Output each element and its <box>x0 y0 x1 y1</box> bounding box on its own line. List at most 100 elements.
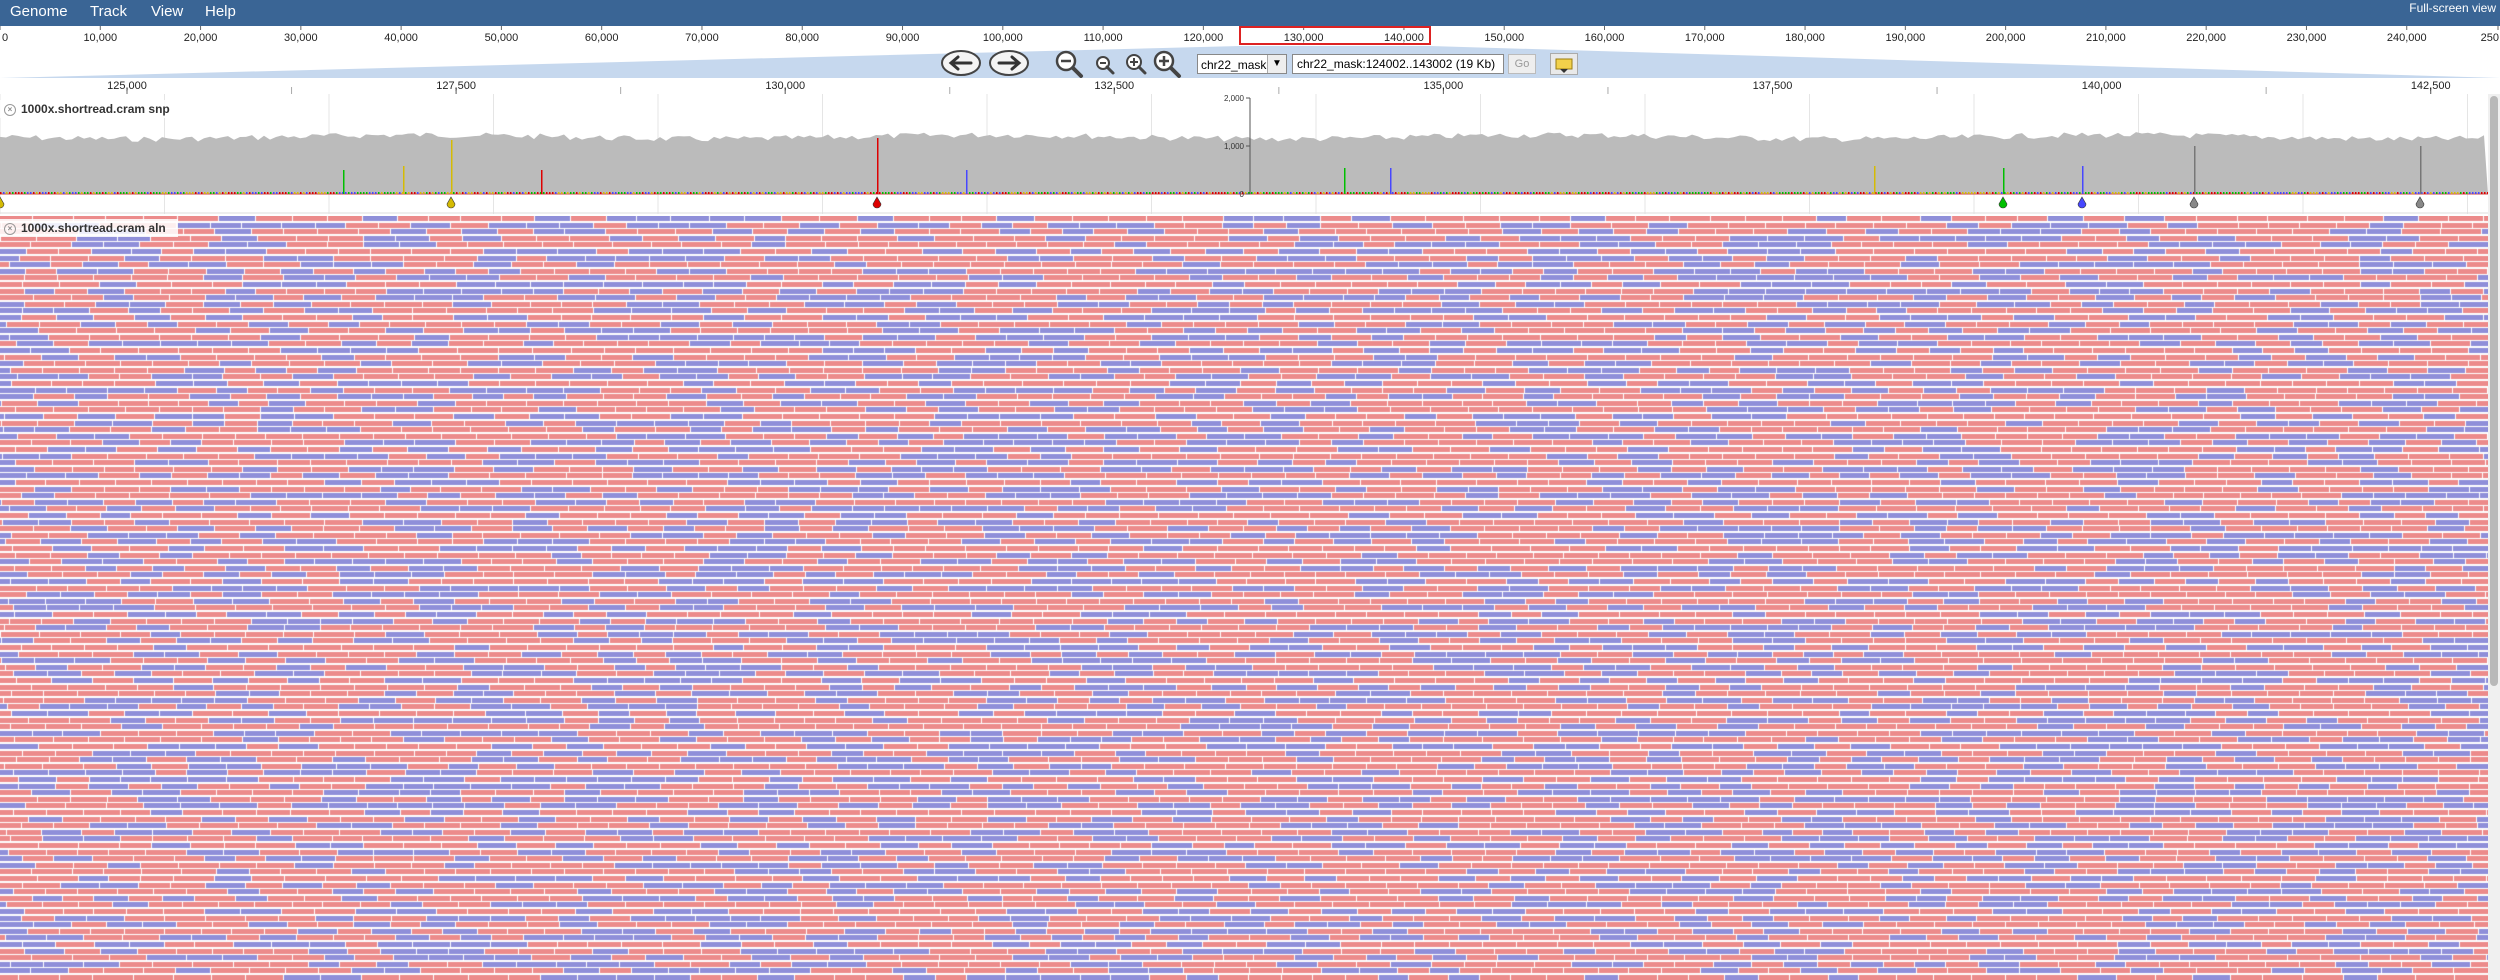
zoom-in-small-icon[interactable] <box>1124 52 1148 76</box>
aln-track-label[interactable]: × 1000x.shortread.cram aln <box>0 219 178 237</box>
pan-left-icon[interactable] <box>940 49 982 77</box>
baseline-mismatch <box>1152 192 1154 194</box>
zoom-in-large-icon[interactable] <box>1152 49 1182 79</box>
baseline-mismatch <box>2208 192 2210 194</box>
reference-sequence-select[interactable]: chr22_mask ▼ <box>1197 54 1287 74</box>
baseline-mismatch <box>2412 192 2414 194</box>
baseline-mismatch <box>2034 192 2036 194</box>
baseline-mismatch <box>744 192 746 194</box>
pan-right-icon[interactable] <box>988 49 1030 77</box>
baseline-mismatch <box>99 192 101 194</box>
baseline-mismatch <box>555 192 557 194</box>
baseline-mismatch <box>2085 192 2087 194</box>
baseline-mismatch <box>1392 192 1394 194</box>
baseline-mismatch <box>1611 192 1613 194</box>
fullscreen-link[interactable]: Full-screen view <box>2409 1 2496 15</box>
scrollbar-thumb[interactable] <box>2490 96 2498 686</box>
overview-tick-label: 30,000 <box>284 32 318 44</box>
snp-coverage-plot: 2,000 1,000 0 <box>0 94 2488 214</box>
baseline-mismatch <box>2355 192 2357 194</box>
baseline-mismatch <box>102 192 104 194</box>
baseline-mismatch <box>1257 192 1259 194</box>
snp-spike <box>1874 166 1876 194</box>
baseline-mismatch <box>1938 192 1940 194</box>
baseline-mismatch <box>2271 192 2273 194</box>
baseline-mismatch <box>1635 192 1637 194</box>
baseline-mismatch <box>1170 192 1172 194</box>
baseline-mismatch <box>1311 192 1313 194</box>
baseline-mismatch <box>1011 192 1013 194</box>
menu-genome[interactable]: Genome <box>10 3 68 20</box>
baseline-mismatch <box>798 192 800 194</box>
baseline-mismatch <box>726 192 728 194</box>
baseline-mismatch <box>2172 192 2174 194</box>
baseline-mismatch <box>594 192 596 194</box>
go-button[interactable]: Go <box>1508 54 1536 74</box>
baseline-mismatch <box>1413 192 1415 194</box>
baseline-mismatch <box>1260 192 1262 194</box>
snp-track-label[interactable]: × 1000x.shortread.cram snp <box>0 100 182 118</box>
baseline-mismatch <box>2238 192 2240 194</box>
close-icon[interactable]: × <box>4 222 16 235</box>
baseline-mismatch <box>1362 192 1364 194</box>
baseline-mismatch <box>1983 192 1985 194</box>
vertical-scrollbar[interactable] <box>2488 94 2500 980</box>
baseline-mismatch <box>2187 192 2189 194</box>
baseline-mismatch <box>2376 192 2378 194</box>
location-input[interactable] <box>1292 54 1504 74</box>
baseline-mismatch <box>1446 192 1448 194</box>
zoom-out-small-icon[interactable] <box>1094 54 1116 76</box>
baseline-mismatch <box>150 192 152 194</box>
baseline-mismatch <box>411 192 413 194</box>
track-container[interactable]: × 1000x.shortread.cram snp 2,000 1,000 0 × 1… <box>0 94 2488 980</box>
baseline-mismatch <box>2202 192 2204 194</box>
baseline-mismatch <box>2223 192 2225 194</box>
baseline-mismatch <box>558 192 560 194</box>
baseline-mismatch <box>1359 192 1361 194</box>
baseline-mismatch <box>474 192 476 194</box>
baseline-mismatch <box>1368 192 1370 194</box>
alignment-track[interactable]: × 1000x.shortread.cram aln <box>0 216 2488 980</box>
baseline-mismatch <box>225 192 227 194</box>
baseline-mismatch <box>234 192 236 194</box>
menu-track[interactable]: Track <box>90 3 127 20</box>
close-icon[interactable]: × <box>4 103 16 116</box>
baseline-mismatch <box>525 192 527 194</box>
baseline-mismatch <box>1515 192 1517 194</box>
baseline-mismatch <box>645 192 647 194</box>
baseline-mismatch <box>756 192 758 194</box>
baseline-mismatch <box>1929 192 1931 194</box>
baseline-mismatch <box>1713 192 1715 194</box>
baseline-mismatch <box>312 192 314 194</box>
menu-help[interactable]: Help <box>205 3 236 20</box>
baseline-mismatch <box>327 192 329 194</box>
baseline-mismatch <box>2346 192 2348 194</box>
baseline-mismatch <box>642 192 644 194</box>
snp-coverage-track[interactable]: × 1000x.shortread.cram snp 2,000 1,000 0 <box>0 94 2488 214</box>
baseline-mismatch <box>807 192 809 194</box>
variant-marker <box>2189 196 2199 209</box>
baseline-mismatch <box>1317 192 1319 194</box>
baseline-mismatch <box>2229 192 2231 194</box>
baseline-mismatch <box>1749 192 1751 194</box>
baseline-mismatch <box>2106 192 2108 194</box>
baseline-mismatch <box>1086 192 1088 194</box>
baseline-mismatch <box>492 192 494 194</box>
baseline-mismatch <box>1350 192 1352 194</box>
baseline-mismatch <box>1923 192 1925 194</box>
baseline-mismatch <box>771 192 773 194</box>
baseline-mismatch <box>1884 192 1886 194</box>
baseline-mismatch <box>2241 192 2243 194</box>
menu-view[interactable]: View <box>151 3 184 20</box>
zoom-out-large-icon[interactable] <box>1054 49 1084 79</box>
baseline-mismatch <box>2406 192 2408 194</box>
highlight-button[interactable] <box>1550 53 1578 75</box>
baseline-mismatch <box>1299 192 1301 194</box>
baseline-mismatch <box>882 192 884 194</box>
baseline-mismatch <box>765 192 767 194</box>
baseline-mismatch <box>402 192 404 194</box>
overview-ruler[interactable]: 0 10,000 20,000 30,000 40,000 50,000 60,000 70,… <box>0 26 2500 47</box>
baseline-mismatch <box>666 192 668 194</box>
baseline-mismatch <box>15 192 17 194</box>
baseline-mismatch <box>12 192 14 194</box>
